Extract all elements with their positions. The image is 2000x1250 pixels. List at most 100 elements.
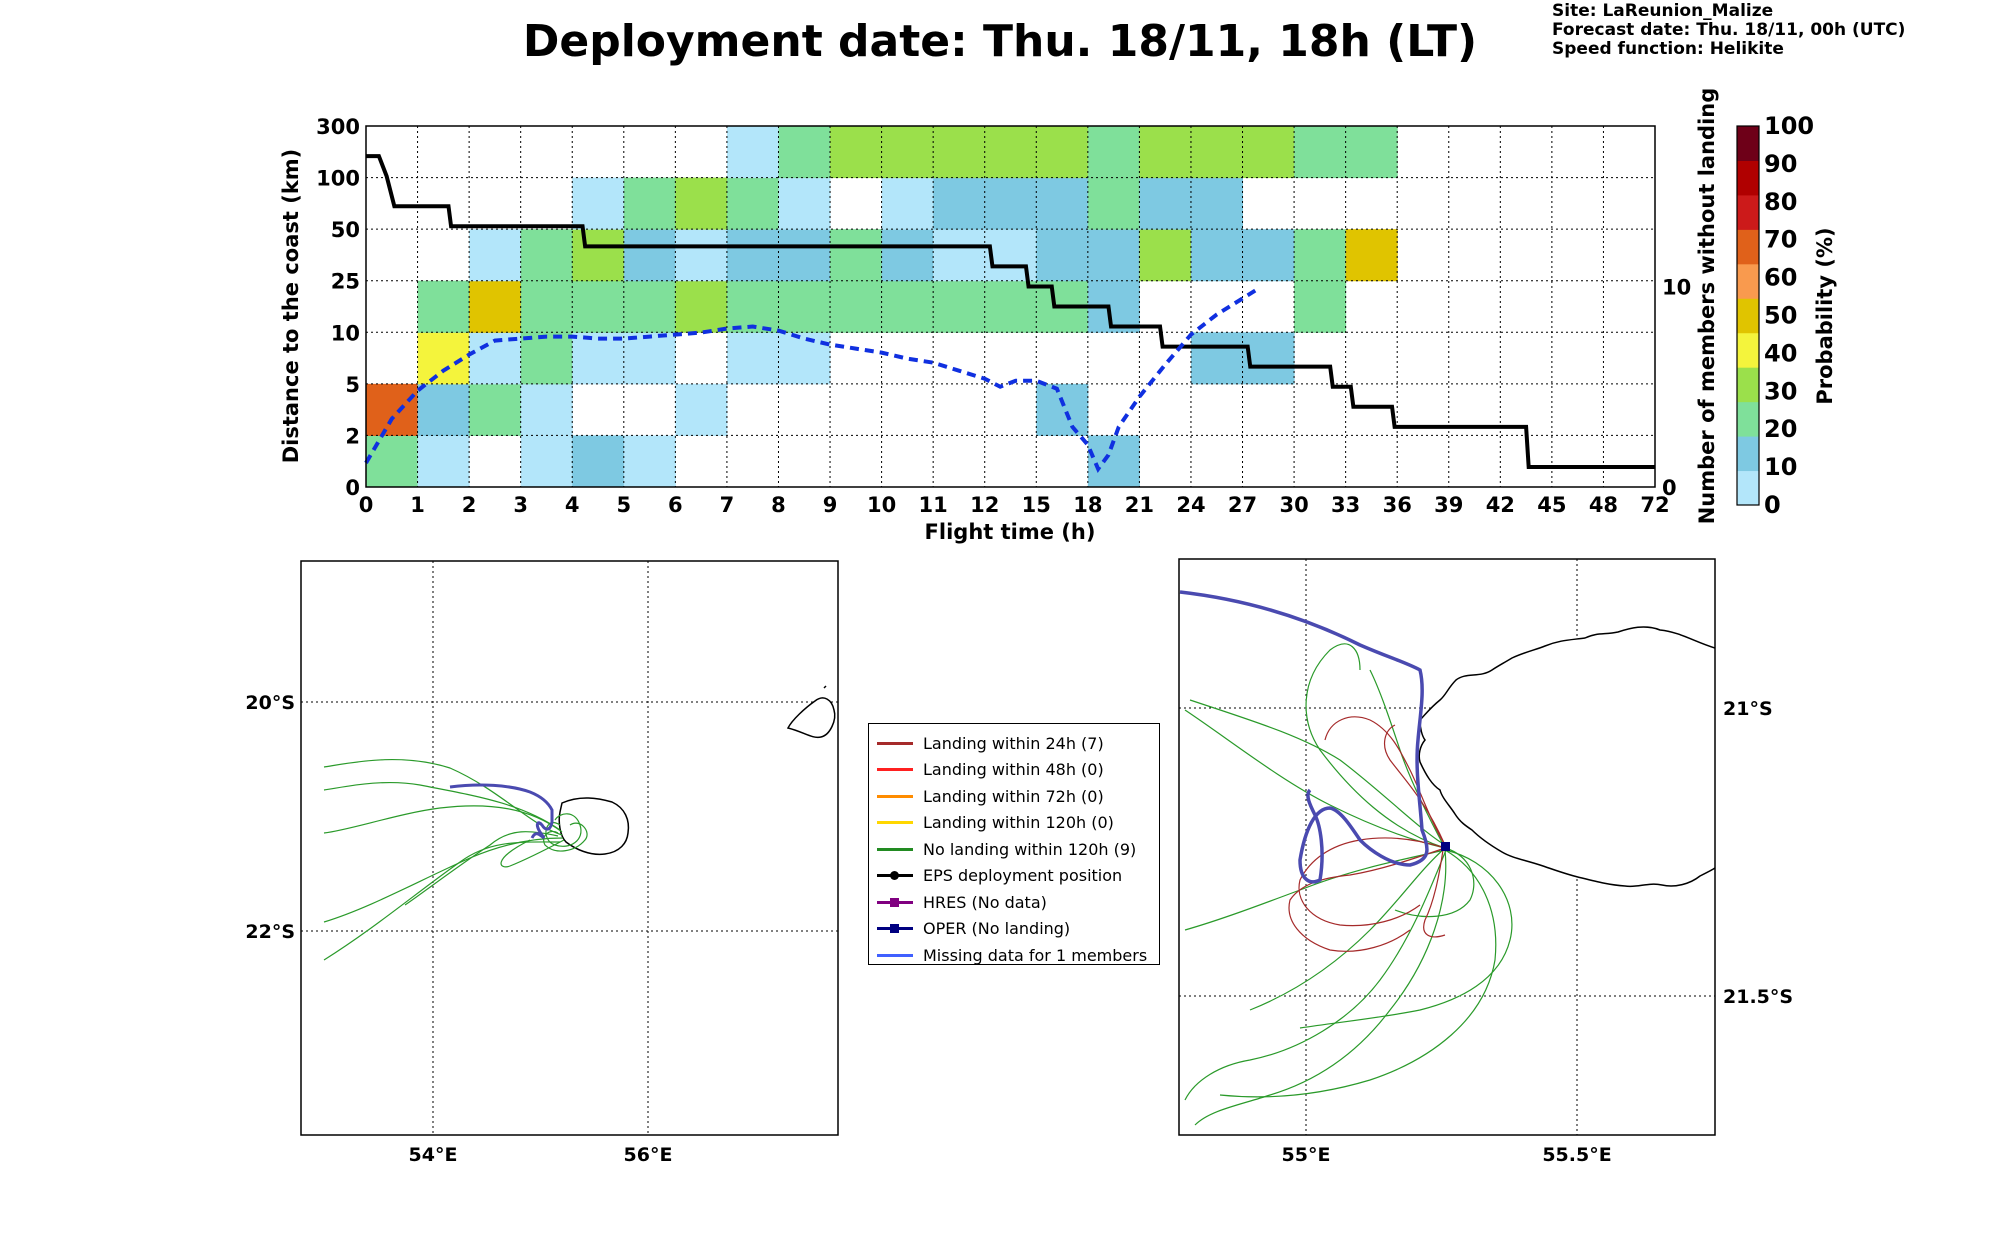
map2-lon-tick-55: 55°E [1282,1144,1331,1166]
heatmap-cell [675,280,728,333]
legend-marker [890,897,899,907]
heatmap-cell [623,332,676,385]
legend-label: No landing within 120h (9) [923,839,1137,859]
y-tick-label: 50 [331,218,360,242]
colorbar-tick-label: 0 [1764,491,1781,519]
heatmap-cell [1294,126,1347,179]
x-tick-label: 1 [410,493,425,517]
y2-axis-label: Number of members without landing [1695,88,1719,525]
oper-trajectory [449,783,554,840]
colorbar-tick-label: 70 [1764,226,1797,254]
legend-entry: Landing within 48h (0) [877,757,1151,784]
heatmap-cell [520,280,573,333]
legend-entry: No landing within 120h (9) [877,836,1151,863]
oper-trajectory [1179,590,1429,884]
legend-entry: Landing within 24h (7) [877,730,1151,757]
x-tick-label: 0 [359,493,374,517]
heatmap-cell [1242,126,1295,179]
legend-entry: OPER (No landing) [877,916,1151,943]
x-tick-label: 30 [1279,493,1308,517]
forecast-info: Site: LaReunion_Malize Forecast date: Th… [1552,2,1905,59]
heatmap-frame [365,125,1656,488]
x-tick-label: 5 [616,493,631,517]
heatmap-cell [572,177,625,230]
heatmap-cell [778,177,831,230]
y2-tick-label: 10 [1662,275,1691,299]
heatmap-cell [1036,229,1089,282]
legend-label: OPER (No landing) [923,919,1071,939]
legend-label: HRES (No data) [923,892,1047,912]
heatmap-cell [984,177,1037,230]
heatmap-cell [1139,229,1192,282]
local-trajectory-map: 55°E 55.5°E 21°S 21.5°S [1178,558,1793,1166]
heatmap-cell [778,126,831,179]
x-axis-label: Flight time (h) [925,520,1096,544]
heatmap-cell [726,332,779,385]
map1-lon-tick-56: 56°E [624,1144,673,1166]
x-tick-label: 42 [1486,493,1515,517]
heatmap-cell [366,383,419,436]
heatmap-cell [778,229,831,282]
heatmap-cell [572,280,625,333]
heatmap-cell [1242,229,1295,282]
x-tick-label: 72 [1640,493,1669,517]
forecast-date-label: Forecast date: Thu. 18/11, 00h (UTC) [1552,20,1906,40]
legend-marker [890,924,899,934]
heatmap-cell [417,332,470,385]
x-tick-label: 39 [1434,493,1463,517]
x-tick-label: 4 [565,493,580,517]
heatmap-cell [1345,229,1398,282]
heatmap-cell [1139,126,1192,179]
heatmap-cell [726,280,779,333]
heatmap-cell [675,177,728,230]
x-tick-label: 33 [1331,493,1360,517]
heatmap-cell [520,383,573,436]
heatmap-cell [1294,229,1347,282]
heatmap-cell [520,332,573,385]
legend-label: Landing within 48h (0) [923,760,1104,780]
map2-lat-tick-21s: 21°S [1723,698,1773,720]
heatmap-cell [572,229,625,282]
heatmap-cell [469,383,522,436]
heatmap-cell [1139,177,1192,230]
x-tick-label: 11 [919,493,948,517]
x-tick-label: 36 [1383,493,1412,517]
colorbar-segment [1737,126,1759,161]
colorbar-segment [1737,229,1759,265]
heatmap-cell [1087,229,1140,282]
heatmap-cell [417,383,470,436]
legend-entry: Landing within 120h (0) [877,810,1151,837]
colorbar-segment [1737,194,1759,230]
legend-label: EPS deployment position [923,866,1123,886]
speed-function-label: Speed function: Helikite [1552,39,1784,59]
heatmap-cell [933,177,986,230]
legend-entry: Landing within 72h (0) [877,783,1151,810]
colorbar-tick-label: 10 [1764,453,1797,481]
map2-lon-tick-555: 55.5°E [1542,1144,1611,1166]
heatmap-cell [1294,280,1347,333]
heatmap-cell [984,126,1037,179]
y-tick-label: 10 [331,321,360,345]
legend-swatch [877,821,913,825]
x-tick-label: 10 [867,493,896,517]
x-tick-label: 2 [462,493,477,517]
y2-tick-label: 0 [1662,476,1677,500]
y-tick-label: 5 [345,373,360,397]
oper-deployment-marker [1441,842,1450,851]
heatmap-cell [623,435,676,488]
heatmap-cell [1190,177,1244,230]
heatmap-cell [726,177,779,230]
heatmap-grid [366,126,1655,487]
legend-entry: HRES (No data) [877,889,1151,916]
heatmap-cell [623,280,676,333]
heatmap-cell [830,126,883,179]
colorbar: 0 10 20 30 40 50 60 70 80 90 100 [1736,112,1814,519]
heatmap-cell [1345,126,1398,179]
x-tick-label: 12 [970,493,999,517]
legend-swatch [877,897,913,907]
heatmap-cell [933,126,986,179]
x-tick-label: 15 [1022,493,1051,517]
colorbar-segment [1737,401,1759,437]
map1-lat-tick-22s: 22°S [245,921,295,943]
